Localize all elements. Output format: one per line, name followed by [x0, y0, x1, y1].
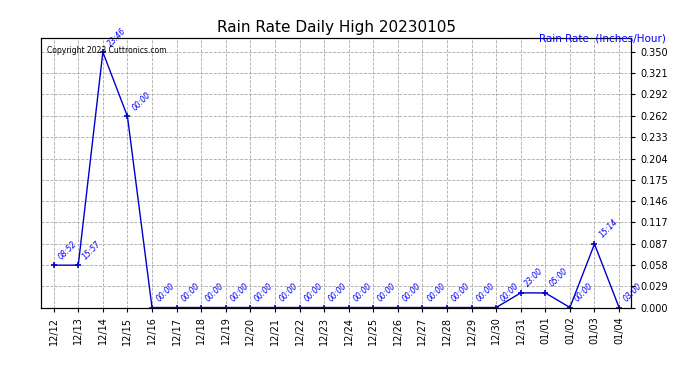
Text: 00:00: 00:00 — [130, 90, 152, 112]
Text: 00:00: 00:00 — [425, 281, 447, 303]
Text: 00:00: 00:00 — [450, 281, 472, 303]
Text: Rain Rate  (Inches/Hour): Rain Rate (Inches/Hour) — [539, 34, 666, 44]
Text: 00:00: 00:00 — [179, 281, 201, 303]
Title: Rain Rate Daily High 20230105: Rain Rate Daily High 20230105 — [217, 20, 456, 35]
Text: 00:00: 00:00 — [302, 281, 324, 303]
Text: 00:00: 00:00 — [228, 281, 250, 303]
Text: 00:00: 00:00 — [204, 281, 226, 303]
Text: 00:00: 00:00 — [253, 281, 275, 303]
Text: 05:00: 05:00 — [548, 267, 570, 289]
Text: 23:46: 23:46 — [106, 26, 128, 48]
Text: 15:57: 15:57 — [81, 239, 103, 261]
Text: 08:52: 08:52 — [57, 239, 79, 261]
Text: 00:00: 00:00 — [401, 281, 422, 303]
Text: 00:00: 00:00 — [351, 281, 373, 303]
Text: Copyright 2023 Cuttronics.com: Copyright 2023 Cuttronics.com — [48, 46, 167, 55]
Text: 15:14: 15:14 — [598, 218, 619, 240]
Text: 00:00: 00:00 — [474, 281, 496, 303]
Text: 03:00: 03:00 — [622, 281, 644, 303]
Text: 00:00: 00:00 — [277, 281, 299, 303]
Text: 23:00: 23:00 — [524, 267, 546, 289]
Text: 00:00: 00:00 — [573, 281, 595, 303]
Text: 00:00: 00:00 — [155, 281, 177, 303]
Text: 00:00: 00:00 — [327, 281, 349, 303]
Text: 00:00: 00:00 — [499, 281, 521, 303]
Text: 00:00: 00:00 — [376, 281, 398, 303]
